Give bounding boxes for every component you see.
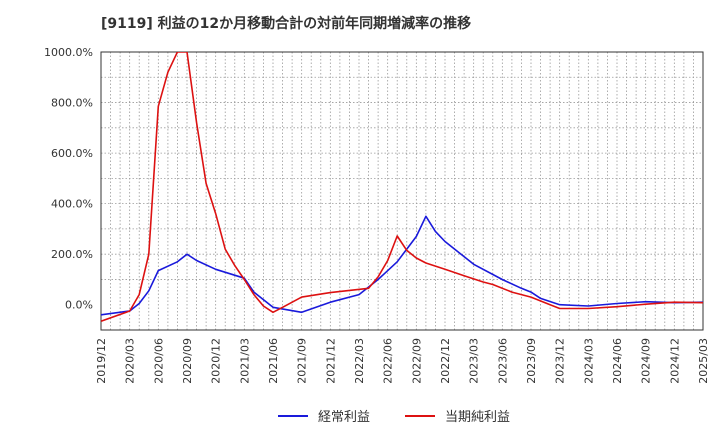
y-tick-label: 0.0% [65,299,93,312]
series-line-1 [101,215,703,316]
y-tick-label: 800.0% [51,97,93,110]
legend-label-2: 当期純利益 [445,410,510,425]
y-tick-label: 400.0% [51,198,93,211]
x-tick-label: 2021/03 [238,338,251,384]
x-tick-label: 2020/12 [210,338,223,384]
x-tick-label: 2022/12 [439,338,452,384]
x-tick-label: 2022/03 [353,338,366,384]
x-tick-label: 2024/03 [582,338,595,384]
x-tick-label: 2022/06 [382,338,395,384]
series-line-2 [101,52,703,322]
x-tick-label: 2020/03 [124,338,137,384]
x-tick-label: 2024/12 [668,338,681,384]
y-tick-label: 200.0% [51,248,93,261]
y-tick-label: 600.0% [51,147,93,160]
plot-area [101,52,703,330]
x-tick-label: 2025/03 [697,338,710,384]
x-tick-label: 2022/09 [410,338,423,384]
x-tick-label: 2024/09 [640,338,653,384]
x-tick-label: 2024/06 [611,338,624,384]
x-tick-label: 2020/06 [152,338,165,384]
x-tick-label: 2023/06 [496,338,509,384]
x-tick-label: 2023/09 [525,338,538,384]
legend-label-1: 経常利益 [318,410,370,425]
chart-title: [9119] 利益の12か月移動合計の対前年同期増減率の推移 [101,15,471,32]
plot-frame [100,51,704,331]
x-tick-label: 2023/12 [554,338,567,384]
y-tick-label: 1000.0% [44,46,93,59]
x-tick-label: 2023/03 [468,338,481,384]
x-tick-label: 2020/09 [181,338,194,384]
x-tick-label: 2021/06 [267,338,280,384]
x-tick-label: 2021/09 [296,338,309,384]
x-tick-label: 2019/12 [95,338,108,384]
x-tick-label: 2021/12 [324,338,337,384]
